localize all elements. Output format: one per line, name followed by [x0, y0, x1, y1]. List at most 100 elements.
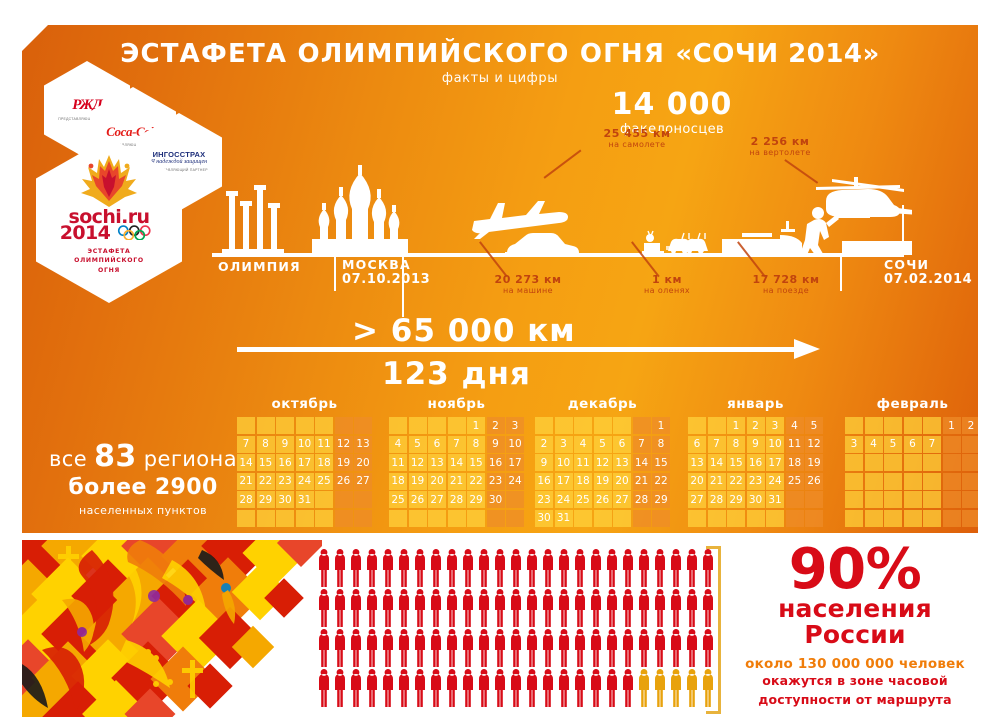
person-icon — [655, 549, 665, 587]
calendar-grid: 7 8 9 10 11 12 13 14 15 16 17 18 19 20 21 22 23 24 25 26 27 2… — [237, 417, 372, 527]
calendar-day-cell: 25 — [785, 472, 804, 490]
person-icon — [319, 629, 329, 667]
calendar-day-cell — [467, 509, 485, 527]
calendar-day-cell — [903, 472, 922, 490]
calendar-day-cell — [746, 509, 765, 527]
calendar-day-cell: 7 — [923, 435, 941, 453]
calendar-day-cell: 1 — [652, 417, 670, 434]
calendar-day-cell — [766, 509, 784, 527]
stat-label: на поезде — [762, 286, 810, 295]
calendar-day-cell — [785, 509, 804, 527]
page-title: ЭСТАФЕТА ОЛИМПИЙСКОГО ОГНЯ «СОЧИ 2014» — [22, 39, 978, 69]
calendar-day-cell — [334, 491, 353, 508]
calendar-day-cell: 4 — [785, 417, 804, 434]
calendar-day-cell: 13 — [613, 454, 631, 471]
route-divider — [334, 253, 336, 291]
calendar-day-cell — [295, 417, 314, 434]
calendar-day-cell — [962, 454, 978, 471]
calendar-day-cell: 30 — [746, 491, 765, 508]
person-icon — [623, 629, 633, 667]
calendar-day-cell — [805, 509, 823, 527]
reindeer-sled-icon — [642, 230, 708, 254]
calendar-day-cell — [295, 509, 314, 527]
calendar-day-cell: 15 — [467, 454, 485, 471]
person-icon — [607, 589, 617, 627]
person-icon — [591, 589, 601, 627]
person-icon — [511, 669, 521, 707]
sponsor-label: ПРЕДСТАВЛЯЮЩИЙ ПАРТНЕР — [104, 142, 162, 147]
calendar-day-cell: 20 — [428, 472, 446, 490]
calendar-day-cell — [805, 491, 823, 508]
calendar-day-cell: 30 — [535, 509, 553, 527]
calendar-day-cell: 19 — [408, 472, 427, 490]
calendar-day-cell: 27 — [428, 491, 446, 508]
calendar-day-cell — [506, 491, 524, 508]
calendar-day-cell — [884, 472, 902, 490]
stat-helicopter: 2 256 км на вертолете — [722, 135, 838, 157]
olympia-ruins-icon — [222, 185, 284, 254]
city-date: 07.10.2013 — [342, 272, 431, 287]
title-main: ЭСТАФЕТА ОЛИМПИЙСКОГО ОГНЯ — [120, 39, 666, 69]
title-accent: «СОЧИ 2014» — [675, 39, 880, 69]
calendar-day-cell — [903, 509, 922, 527]
olympic-flame-icon — [78, 153, 140, 209]
calendar-day-cell — [707, 509, 726, 527]
calendar-day-cell: 24 — [554, 491, 573, 508]
calendar-day-cell: 6 — [688, 435, 706, 453]
calendar-day-cell — [315, 509, 333, 527]
person-icon — [431, 669, 441, 707]
route-divider — [902, 205, 904, 257]
stat-value: 14 000 — [611, 87, 733, 122]
calendar-day-cell: 8 — [652, 435, 670, 453]
calendar-day-cell: 1 — [942, 417, 961, 434]
calendar-day-cell: 28 — [447, 491, 466, 508]
calendar-day-cell: 1 — [467, 417, 485, 434]
calendar-day-cell: 20 — [613, 472, 631, 490]
total-arrow-head — [794, 339, 820, 359]
person-icon — [527, 589, 537, 627]
car-icon — [505, 233, 579, 255]
calendar-day-cell — [315, 491, 333, 508]
person-icon — [463, 669, 473, 707]
calendar-day-cell: 6 — [613, 435, 631, 453]
person-icon — [383, 669, 393, 707]
calendar-day-cell — [864, 509, 883, 527]
calendar-day-cell: 17 — [554, 472, 573, 490]
moscow-skyline-icon — [312, 165, 408, 254]
person-icon — [495, 629, 505, 667]
person-icon — [319, 549, 329, 587]
person-icon — [319, 669, 329, 707]
calendar-day-cell — [486, 509, 505, 527]
person-icon — [351, 549, 361, 587]
person-icon — [559, 629, 569, 667]
calendar-day-cell: 22 — [467, 472, 485, 490]
city-date: 07.02.2014 — [884, 272, 973, 287]
calendar-day-cell: 23 — [486, 472, 505, 490]
calendar-day-cell — [962, 435, 978, 453]
pictogram-row — [316, 548, 716, 588]
calendar-day-cell: 12 — [593, 454, 612, 471]
person-icon — [367, 589, 377, 627]
person-icon — [367, 669, 377, 707]
sochi-wordmark: sochi.ru 2014 — [59, 208, 159, 245]
calendar-day-cell — [447, 417, 466, 434]
calendar-day-cell: 31 — [766, 491, 784, 508]
person-icon — [543, 629, 553, 667]
population-line3: России — [804, 619, 906, 649]
person-icon — [655, 629, 665, 667]
calendar-day-cell — [447, 509, 466, 527]
city-sochi: СОЧИ 07.02.2014 — [884, 257, 972, 287]
calendar-day-cell — [864, 472, 883, 490]
person-icon — [671, 549, 681, 587]
regions-block: все 83 региона более 2900 населенных пун… — [48, 439, 238, 517]
calendar-day-cell: 6 — [903, 435, 922, 453]
regions-pre: все — [49, 447, 88, 471]
calendar-day-cell: 13 — [688, 454, 706, 471]
calendar-day-cell: 23 — [746, 472, 765, 490]
calendar-day-cell — [707, 417, 726, 434]
calendar-day-cell — [903, 491, 922, 508]
person-icon — [591, 629, 601, 667]
sochi-year: 2014 — [59, 222, 111, 245]
calendar-day-cell: 10 — [506, 435, 524, 453]
calendar-month-label: декабрь — [567, 396, 638, 412]
